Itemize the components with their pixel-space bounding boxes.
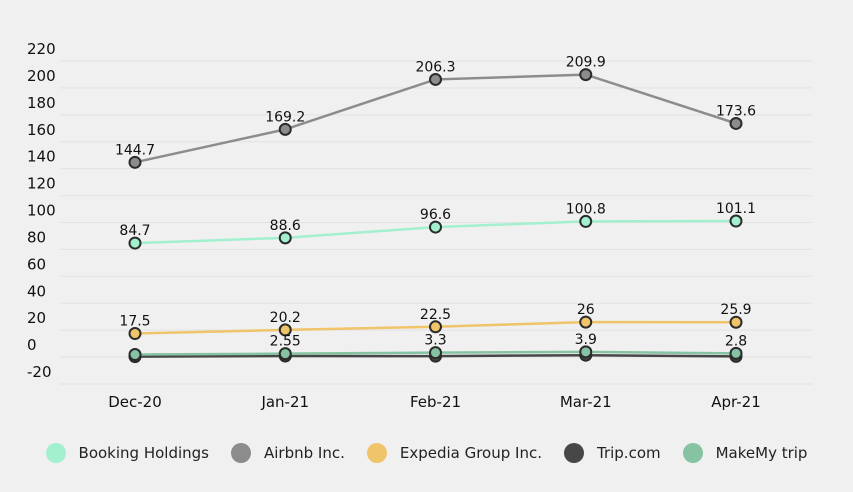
legend-label: Expedia Group Inc. [399,444,542,462]
data-point [579,214,593,228]
data-point [579,68,593,82]
data-label: 2.8 [725,333,747,349]
data-point [579,345,593,359]
x-tick-label: Feb-21 [410,393,461,411]
data-point [579,315,593,329]
data-label: 2.55 [270,334,301,350]
data-label: 144.7 [115,142,155,158]
legend-swatch [682,443,703,463]
legend-swatch [366,443,387,463]
data-point [729,315,743,329]
data-point [729,346,743,360]
y-tick-label: 60 [27,255,46,273]
data-label: 20.2 [270,310,301,326]
data-label: 206.3 [415,59,455,75]
data-label: 88.6 [270,218,301,234]
data-label: 169.2 [265,109,305,125]
data-point [278,323,292,337]
data-point [278,231,292,245]
data-point [729,214,743,228]
data-label: 25.9 [720,302,751,318]
y-tick-label: 120 [27,175,56,193]
data-label: 3.9 [575,332,597,348]
data-label: 173.6 [716,103,756,119]
y-tick-label: 200 [27,67,56,85]
legend: Booking Holdings Airbnb Inc. Expedia Gro… [0,438,853,468]
y-tick-label: 20 [27,309,46,327]
x-tick-label: Dec-20 [108,393,162,411]
x-tick-label: Jan-21 [260,393,309,411]
legend-swatch [230,443,251,463]
x-tick-label: Apr-21 [711,393,761,411]
legend-item-trip-com[interactable]: Trip.com [563,443,661,463]
x-tick-label: Mar-21 [560,393,612,411]
data-label: 84.7 [119,223,150,239]
data-point [128,348,142,362]
data-point [128,155,142,169]
x-axis: Dec-20 Jan-21 Feb-21 Mar-21 Apr-21 [108,393,761,411]
data-label: 22.5 [420,307,451,323]
data-label: 100.8 [566,201,606,217]
data-point [429,220,442,234]
data-point [278,347,292,361]
data-point [429,320,442,334]
legend-swatch [563,443,584,463]
data-point [128,236,142,250]
legend-label: MakeMy trip [715,444,808,462]
legend-item-booking-holdings[interactable]: Booking Holdings [45,443,209,463]
data-point [278,122,292,136]
legend-item-makemytrip[interactable]: MakeMy trip [682,443,808,463]
series-points [128,68,743,364]
legend-label: Airbnb Inc. [263,444,345,462]
legend-swatch [45,443,66,463]
y-tick-label: 140 [27,148,56,166]
y-tick-label: -20 [27,363,52,381]
y-tick-label: 40 [27,282,46,300]
data-label: 96.6 [420,207,451,223]
legend-label: Booking Holdings [78,444,209,462]
legend-label: Trip.com [596,444,661,462]
data-point [128,327,142,341]
data-label: 101.1 [716,201,756,217]
data-label: 3.3 [424,333,446,349]
data-point [729,116,743,130]
legend-item-airbnb[interactable]: Airbnb Inc. [230,443,345,463]
data-point [429,72,442,86]
legend-item-expedia[interactable]: Expedia Group Inc. [366,443,542,463]
data-label: 17.5 [119,314,150,330]
y-tick-label: 100 [27,202,56,220]
data-point [429,346,442,360]
data-labels: 84.7 88.6 96.6 100.8 101.1 144.7 169.2 206.3 209… [115,55,756,350]
data-label: 209.9 [566,55,606,71]
y-tick-label: 0 [27,336,37,354]
y-tick-label: 160 [27,121,56,139]
y-tick-label: 80 [27,228,46,246]
data-label: 26 [577,302,595,318]
y-tick-label: 180 [27,94,56,112]
y-tick-label: 220 [27,40,56,58]
